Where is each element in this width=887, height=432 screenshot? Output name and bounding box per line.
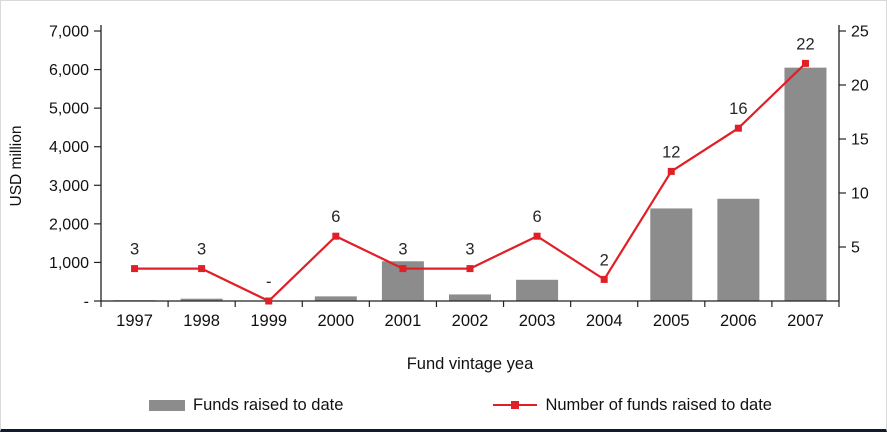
line-point-label: 22 <box>796 35 814 53</box>
x-axis-category-label: 1999 <box>250 312 287 330</box>
bar <box>180 298 223 301</box>
left-axis-tick-label: 6,000 <box>49 62 89 79</box>
line-marker-icon <box>511 401 520 409</box>
line-swatch-icon <box>493 401 538 409</box>
line-point-marker <box>600 275 608 283</box>
line-point-marker <box>198 265 206 273</box>
left-axis-title: USD million <box>8 126 25 207</box>
legend-item-bars: Funds raised to date <box>149 396 343 415</box>
left-axis-tick-label: 7,000 <box>49 24 89 41</box>
line-point-label: 3 <box>130 241 139 259</box>
x-axis-category-label: 2000 <box>317 312 354 330</box>
line-point-marker <box>466 265 474 273</box>
chart-legend: Funds raised to date Number of funds rai… <box>1 385 886 425</box>
left-axis-tick-label: 4,000 <box>49 139 89 156</box>
left-axis-tick-label: - <box>84 294 89 311</box>
right-axis-tick-label: 20 <box>851 78 869 95</box>
x-axis-category-label: 1997 <box>116 312 153 330</box>
right-axis-tick-label: 15 <box>851 132 869 149</box>
bar <box>717 198 760 301</box>
line-point-marker <box>533 232 541 240</box>
legend-label-bars: Funds raised to date <box>193 395 344 414</box>
line-point-marker <box>332 232 340 240</box>
bar <box>650 208 693 301</box>
right-axis-tick-label: 5 <box>851 240 860 257</box>
bar <box>516 279 559 301</box>
bar <box>314 296 357 301</box>
bar <box>784 67 827 302</box>
bar-swatch-icon <box>149 399 185 411</box>
x-axis-category-label: 1998 <box>183 312 220 330</box>
line-point-label: 6 <box>532 208 541 226</box>
x-axis-category-label: 2002 <box>452 312 489 330</box>
line-point-marker <box>265 297 273 305</box>
line-point-label: 3 <box>398 241 407 259</box>
legend-label-line: Number of funds raised to date <box>545 395 772 414</box>
line-point-marker <box>667 167 675 175</box>
x-axis-category-label: 2005 <box>653 312 690 330</box>
line-point-label: 2 <box>600 251 609 269</box>
line-point-marker <box>734 124 742 132</box>
left-axis-tick-label: 2,000 <box>49 216 89 233</box>
line-point-label: 12 <box>662 143 680 161</box>
x-axis-category-label: 2007 <box>787 312 824 330</box>
left-axis-tick-label: 3,000 <box>49 178 89 195</box>
line-point-label: 3 <box>465 241 474 259</box>
line-point-label: 3 <box>197 241 206 259</box>
line-point-label: - <box>266 273 272 291</box>
right-axis-tick-label: 25 <box>851 24 869 41</box>
line-point-marker <box>131 265 139 273</box>
left-axis-tick-label: 5,000 <box>49 101 89 118</box>
x-axis-category-label: 2003 <box>519 312 556 330</box>
line-point-marker <box>801 59 809 67</box>
x-axis-category-label: 2004 <box>586 312 623 330</box>
line-point-marker <box>399 265 407 273</box>
left-axis-tick-label: 1,000 <box>49 255 89 272</box>
x-axis-category-label: 2001 <box>385 312 422 330</box>
line-point-label: 6 <box>331 208 340 226</box>
x-axis-category-label: 2006 <box>720 312 757 330</box>
line-point-label: 16 <box>729 100 747 118</box>
right-axis-tick-label: 10 <box>851 186 869 203</box>
legend-item-line: Number of funds raised to date <box>493 396 772 415</box>
x-axis-title: Fund vintage yea <box>407 355 534 373</box>
combo-chart: - 1,000 2,000 3,000 4,000 5,000 6,000 7,000 5 10 1… <box>8 24 869 374</box>
bar <box>449 294 491 301</box>
